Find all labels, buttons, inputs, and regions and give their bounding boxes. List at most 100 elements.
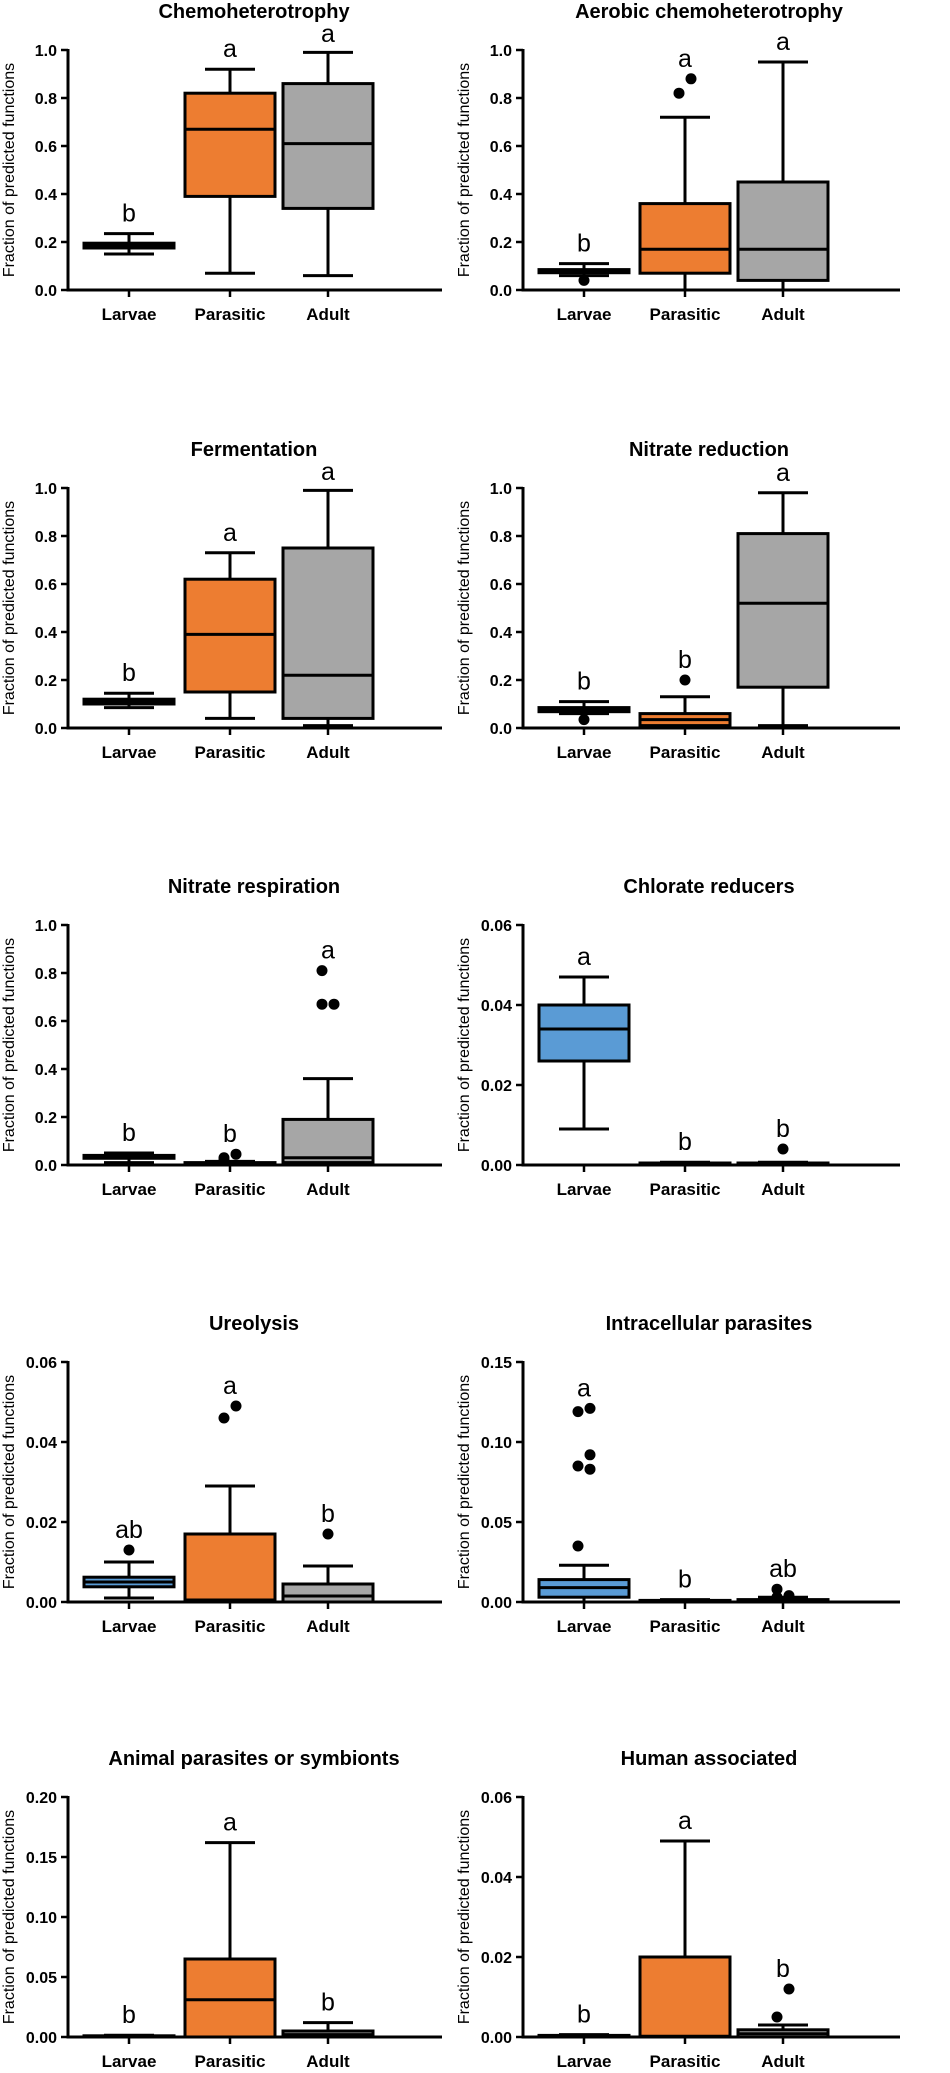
y-tick-label: 0.10 <box>26 1910 57 1927</box>
significance-letter: a <box>678 45 692 73</box>
significance-letter: a <box>223 1809 237 1837</box>
chart-title: Aerobic chemoheterotrophy <box>575 1 844 23</box>
x-tick-label: Parasitic <box>650 1180 721 1199</box>
x-tick-label: Adult <box>306 2052 350 2071</box>
chart-title: Intracellular parasites <box>606 1313 813 1335</box>
outlier-point <box>777 1143 789 1155</box>
chart-title: Chlorate reducers <box>623 876 794 898</box>
outlier-point <box>578 274 590 286</box>
y-tick-label: 0.8 <box>35 91 57 108</box>
chart-title: Human associated <box>621 1748 798 1770</box>
outlier-point <box>679 674 691 686</box>
outlier-point <box>123 1544 135 1556</box>
box-adult: a <box>281 20 375 278</box>
significance-letter: b <box>678 646 692 674</box>
significance-letter: b <box>223 1120 237 1148</box>
significance-letter: b <box>577 2001 591 2029</box>
y-axis-label: Fraction of predicted functions <box>456 1810 473 2024</box>
panel-nitrate-reduction: Nitrate reduction Fraction of predicted f… <box>456 439 900 762</box>
box-parasitic: b <box>638 1566 732 1604</box>
y-tick-label: 0.00 <box>26 2030 57 2047</box>
outlier-point <box>328 998 340 1010</box>
y-tick-label: 0.2 <box>35 235 57 252</box>
box-adult: b <box>281 1500 375 1604</box>
x-tick-label: Parasitic <box>195 305 266 324</box>
x-tick-label: Adult <box>761 743 805 762</box>
panel-ureolysis: Ureolysis Fraction of predicted functions… <box>1 1313 442 1636</box>
box-adult: b <box>736 1115 830 1167</box>
y-tick-label: 0.02 <box>481 1078 512 1095</box>
box-larvae: b <box>82 1119 176 1165</box>
y-tick-label: 0.15 <box>26 1850 57 1867</box>
y-tick-label: 0.05 <box>26 1970 57 1987</box>
y-axis-label: Fraction of predicted functions <box>456 63 473 277</box>
box-adult: a <box>281 937 375 1167</box>
significance-letter: b <box>577 668 591 696</box>
x-tick-label: Larvae <box>557 1180 612 1199</box>
y-tick-label: 1.0 <box>490 481 512 498</box>
outlier-point <box>783 1983 795 1995</box>
box-larvae: a <box>537 943 631 1131</box>
significance-letter: b <box>122 1119 136 1147</box>
significance-letter: b <box>776 1115 790 1143</box>
y-tick-label: 0.15 <box>481 1355 512 1372</box>
x-tick-label: Adult <box>761 305 805 324</box>
significance-letter: a <box>776 459 790 487</box>
significance-letter: b <box>577 230 591 258</box>
outlier-point <box>771 2011 783 2023</box>
y-tick-label: 1.0 <box>35 918 57 935</box>
box-larvae: b <box>537 230 631 286</box>
box-body <box>736 180 830 282</box>
box-body <box>183 91 277 198</box>
chart-title: Nitrate respiration <box>168 876 340 898</box>
outlier-point <box>316 998 328 1010</box>
x-tick-label: Parasitic <box>650 305 721 324</box>
y-axis-label: Fraction of predicted functions <box>1 938 18 1152</box>
chart-title: Fermentation <box>191 439 318 461</box>
panel-aerobic-chemoheterotrophy: Aerobic chemoheterotrophy Fraction of pre… <box>456 1 900 324</box>
x-tick-label: Larvae <box>102 305 157 324</box>
y-tick-label: 0.6 <box>490 577 512 594</box>
y-tick-label: 0.6 <box>35 139 57 156</box>
outlier-point <box>771 1583 783 1595</box>
y-tick-label: 0.06 <box>481 1790 512 1807</box>
x-tick-label: Parasitic <box>195 1180 266 1199</box>
outlier-point <box>230 1148 242 1160</box>
x-tick-label: Adult <box>306 1617 350 1636</box>
panel-human-associated: Human associated Fraction of predicted fu… <box>456 1748 900 2071</box>
x-tick-label: Larvae <box>557 2052 612 2071</box>
significance-letter: b <box>678 1128 692 1156</box>
box-adult: b <box>281 1989 375 2039</box>
significance-letter: b <box>122 2001 136 2029</box>
y-tick-label: 0.2 <box>490 235 512 252</box>
outlier-point <box>584 1463 596 1475</box>
box-parasitic: b <box>638 646 732 730</box>
y-axis-label: Fraction of predicted functions <box>1 63 18 277</box>
box-adult: ab <box>736 1555 830 1604</box>
y-tick-label: 0.6 <box>35 1014 57 1031</box>
outlier-point <box>572 1406 584 1418</box>
y-tick-label: 0.6 <box>490 139 512 156</box>
y-tick-label: 0.06 <box>481 918 512 935</box>
box-body <box>183 1957 277 2039</box>
y-tick-label: 0.00 <box>481 2030 512 2047</box>
x-tick-label: Parasitic <box>650 2052 721 2071</box>
y-axis-label: Fraction of predicted functions <box>1 1375 18 1589</box>
panel-intracellular-parasites: Intracellular parasites Fraction of predi… <box>456 1313 900 1636</box>
y-tick-label: 0.0 <box>490 283 512 300</box>
x-tick-label: Adult <box>761 2052 805 2071</box>
y-tick-label: 0.8 <box>35 966 57 983</box>
box-body <box>281 1582 375 1604</box>
box-larvae: a <box>537 1374 631 1604</box>
box-body <box>281 546 375 720</box>
outlier-point <box>322 1528 334 1540</box>
x-tick-label: Larvae <box>557 305 612 324</box>
y-tick-label: 0.05 <box>481 1515 512 1532</box>
significance-letter: a <box>321 458 335 486</box>
box-parasitic: a <box>638 1807 732 2039</box>
significance-letter: a <box>776 28 790 56</box>
x-tick-label: Adult <box>306 743 350 762</box>
panel-chlorate-reducers: Chlorate reducers Fraction of predicted f… <box>456 876 900 1199</box>
significance-letter: a <box>321 20 335 48</box>
x-tick-label: Parasitic <box>195 743 266 762</box>
